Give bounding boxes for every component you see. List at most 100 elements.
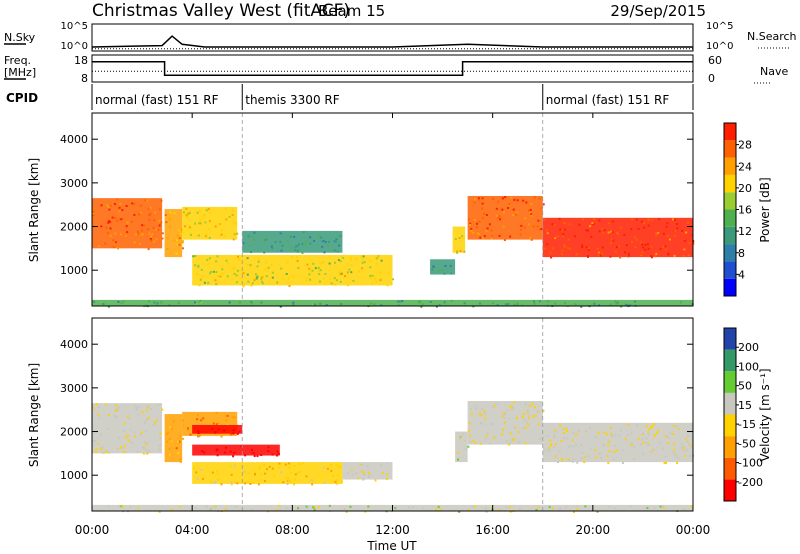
speckle: [287, 476, 290, 479]
speckle: [271, 467, 274, 470]
speckle: [549, 251, 552, 254]
speckle: [369, 274, 372, 277]
speckle: [179, 435, 181, 438]
speckle: [419, 301, 422, 303]
speckle: [565, 427, 568, 430]
speckle: [226, 414, 229, 417]
speckle: [263, 267, 266, 270]
speckle: [305, 277, 308, 279]
velocity-y-axis-label: Slant Range [km]: [27, 363, 41, 467]
speckle: [524, 402, 527, 405]
speckle: [280, 267, 283, 270]
speckle: [351, 473, 354, 476]
speckle: [550, 443, 553, 446]
region-fill: [192, 424, 243, 434]
speckle: [474, 405, 477, 408]
speckle: [648, 428, 651, 430]
speckle: [561, 229, 564, 232]
speckle: [630, 432, 633, 435]
speckle: [137, 507, 140, 510]
speckle: [293, 235, 296, 238]
speckle: [519, 508, 522, 510]
speckle: [152, 424, 155, 427]
speckle: [461, 235, 464, 238]
speckle: [339, 273, 342, 276]
speckle: [140, 233, 143, 236]
speckle: [108, 208, 111, 211]
speckle: [335, 240, 337, 243]
speckle: [429, 301, 432, 303]
speckle: [664, 248, 667, 251]
speckle: [139, 211, 142, 214]
speckle: [526, 411, 529, 414]
speckle: [651, 219, 654, 222]
speckle: [437, 505, 440, 508]
speckle: [582, 218, 584, 221]
speckle: [479, 413, 482, 416]
speckle: [240, 445, 243, 448]
speckle: [188, 211, 191, 214]
speckle: [107, 205, 110, 208]
speckle: [364, 510, 367, 513]
speckle: [668, 238, 671, 241]
speckle: [529, 211, 532, 214]
speckle: [127, 439, 130, 442]
noise-sky-line: [91, 35, 693, 48]
x-tick-label: 00:00: [676, 523, 711, 537]
speckle: [470, 227, 473, 230]
speckle: [340, 303, 343, 305]
speckle: [584, 455, 587, 458]
speckle: [611, 231, 614, 234]
speckle: [598, 230, 601, 233]
speckle: [572, 431, 575, 434]
speckle: [219, 275, 222, 278]
speckle: [655, 234, 658, 237]
colorbar-segment: [724, 479, 736, 501]
speckle: [587, 248, 590, 251]
speckle: [333, 249, 336, 252]
colorbar-segment: [724, 192, 736, 210]
speckle: [361, 261, 364, 264]
speckle: [223, 429, 226, 432]
speckle: [507, 207, 509, 209]
speckle: [194, 222, 197, 225]
speckle: [681, 443, 684, 446]
speckle: [178, 237, 181, 240]
speckle: [309, 270, 312, 273]
speckle: [153, 219, 156, 222]
speckle: [609, 427, 612, 429]
speckle: [563, 228, 566, 231]
speckle: [634, 300, 636, 303]
speckle: [592, 223, 595, 226]
speckle: [146, 452, 149, 455]
speckle: [647, 247, 650, 250]
speckle: [122, 450, 125, 453]
speckle: [676, 456, 679, 459]
speckle: [216, 470, 218, 473]
speckle: [266, 237, 269, 240]
speckle: [690, 505, 693, 508]
speckle: [536, 410, 539, 413]
speckle: [463, 439, 466, 442]
speckle: [125, 436, 128, 439]
speckle: [256, 275, 259, 278]
speckle: [125, 205, 128, 207]
speckle: [392, 505, 395, 508]
speckle: [289, 472, 292, 475]
speckle: [265, 261, 268, 264]
speckle: [647, 433, 650, 436]
speckle: [563, 246, 566, 249]
speckle: [149, 212, 152, 215]
region-fill: [192, 444, 280, 456]
speckle: [564, 302, 566, 305]
speckle: [412, 506, 415, 509]
speckle: [637, 437, 640, 440]
noise-right-tick-top: 10^5: [706, 21, 733, 32]
speckle: [468, 422, 471, 425]
velocity-colorbar: 200 100 50 15 -15 -50 -100 -200: [723, 327, 763, 502]
speckle: [213, 506, 216, 508]
speckle: [161, 237, 164, 240]
speckle: [497, 200, 500, 203]
speckle: [505, 506, 508, 509]
